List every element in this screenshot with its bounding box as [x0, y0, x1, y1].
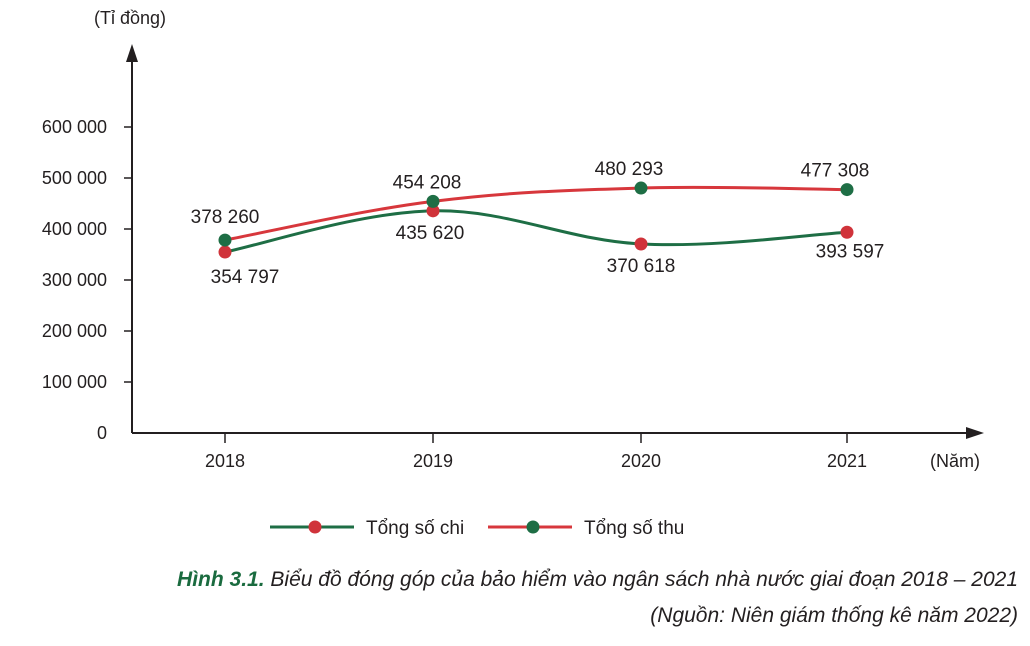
caption-title: Biểu đồ đóng góp của bảo hiểm vào ngân s…	[264, 568, 1018, 591]
data-label: 354 797	[211, 267, 280, 288]
y-axis-ticks: 0 100 000 200 000 300 000 400 000 500 000 600 …	[42, 117, 132, 443]
data-label: 435 620	[396, 223, 465, 244]
data-point	[426, 194, 440, 208]
data-point	[218, 245, 232, 259]
y-axis-arrow	[126, 44, 138, 62]
legend-marker	[526, 520, 540, 534]
data-label: 393 597	[816, 241, 885, 262]
y-tick-label: 500 000	[42, 168, 107, 188]
caption-source: (Nguồn: Niên giám thống kê năm 2022)	[650, 604, 1018, 627]
data-point	[634, 181, 648, 195]
legend: Tổng số chi Tổng số thu	[270, 518, 684, 539]
y-tick-label: 100 000	[42, 372, 107, 392]
y-tick-label: 300 000	[42, 270, 107, 290]
y-tick-label: 600 000	[42, 117, 107, 137]
caption-lead: Hình 3.1.	[177, 568, 265, 591]
y-tick-label: 0	[97, 423, 107, 443]
data-point	[218, 233, 232, 247]
data-point	[840, 183, 854, 197]
data-label: 378 260	[191, 207, 260, 228]
line-chart: (Tỉ đồng) (Năm) 0 100 000 200 000 300 000 400…	[42, 8, 984, 539]
data-point	[426, 204, 440, 218]
legend-label: Tổng số thu	[584, 518, 684, 539]
x-axis-ticks: 2018 2019 2020 2021	[205, 433, 867, 471]
series-lines	[224, 185, 848, 254]
x-tick-label: 2020	[621, 451, 661, 471]
y-tick-label: 400 000	[42, 219, 107, 239]
legend-label: Tổng số chi	[366, 518, 464, 539]
data-label: 480 293	[595, 159, 664, 180]
data-point	[840, 225, 854, 239]
x-tick-label: 2018	[205, 451, 245, 471]
series-line-thu	[224, 185, 848, 242]
y-axis-unit: (Tỉ đồng)	[94, 8, 166, 28]
data-labels: 354 797 435 620 370 618 393 597 378 260 454 2…	[191, 159, 885, 288]
x-axis-arrow	[966, 427, 984, 439]
figure-caption: Hình 3.1. Biểu đồ đóng góp của bảo hiểm …	[177, 562, 1018, 634]
x-axis-unit: (Năm)	[930, 451, 980, 471]
series-line-chi	[224, 209, 848, 254]
data-label: 370 618	[607, 256, 676, 277]
data-point	[634, 237, 648, 251]
caption-title-line: Hình 3.1. Biểu đồ đóng góp của bảo hiểm …	[177, 562, 1018, 598]
legend-marker	[308, 520, 322, 534]
y-tick-label: 200 000	[42, 321, 107, 341]
series-markers	[218, 181, 854, 259]
data-label: 477 308	[801, 161, 870, 182]
x-tick-label: 2019	[413, 451, 453, 471]
x-tick-label: 2021	[827, 451, 867, 471]
axes: (Tỉ đồng) (Năm)	[94, 8, 984, 471]
data-label: 454 208	[393, 172, 462, 193]
